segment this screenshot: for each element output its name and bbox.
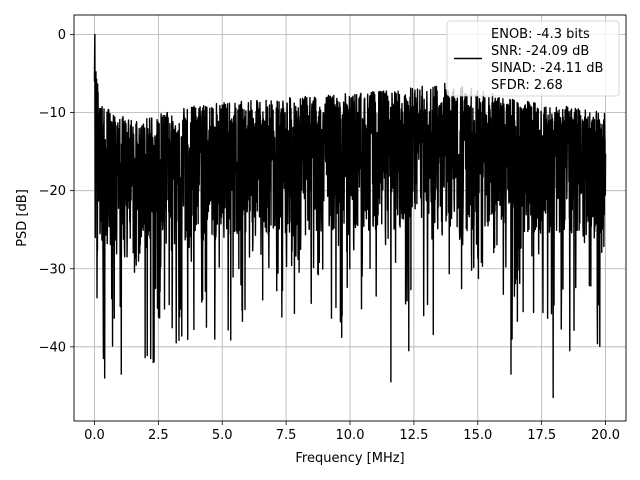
y-tick-label: 0 bbox=[58, 28, 66, 43]
legend-sinad: SINAD: -24.11 dB bbox=[491, 61, 603, 76]
x-tick-label: 0.0 bbox=[84, 428, 105, 443]
x-tick-label: 20.0 bbox=[591, 428, 620, 443]
x-tick-label: 5.0 bbox=[212, 428, 233, 443]
y-axis-label: PSD [dB] bbox=[15, 189, 30, 247]
y-axis-ticks: 0 −10 −20 −30 −40 bbox=[39, 28, 74, 355]
plot-area bbox=[93, 33, 607, 399]
legend-enob: ENOB: -4.3 bits bbox=[491, 27, 590, 42]
x-tick-label: 10.0 bbox=[336, 428, 365, 443]
x-tick-label: 17.5 bbox=[527, 428, 556, 443]
x-tick-label: 2.5 bbox=[148, 428, 169, 443]
x-tick-label: 15.0 bbox=[463, 428, 492, 443]
series-group bbox=[93, 33, 607, 399]
x-axis-ticks: 0.0 2.5 5.0 7.5 10.0 12.5 15.0 17.5 20.0 bbox=[84, 421, 620, 443]
legend-snr: SNR: -24.09 dB bbox=[491, 44, 589, 59]
x-tick-label: 7.5 bbox=[276, 428, 297, 443]
y-tick-label: −10 bbox=[39, 106, 66, 121]
y-tick-label: −30 bbox=[39, 262, 66, 277]
legend-sfdr: SFDR: 2.68 bbox=[491, 78, 563, 93]
x-axis-label: Frequency [MHz] bbox=[295, 451, 404, 466]
y-tick-label: −40 bbox=[39, 340, 66, 355]
legend-box bbox=[446, 20, 620, 97]
y-tick-label: −20 bbox=[39, 184, 66, 199]
psd-series-line bbox=[93, 33, 607, 399]
x-tick-label: 12.5 bbox=[399, 428, 428, 443]
legend: ENOB: -4.3 bits SNR: -24.09 dB SINAD: -2… bbox=[446, 20, 620, 97]
